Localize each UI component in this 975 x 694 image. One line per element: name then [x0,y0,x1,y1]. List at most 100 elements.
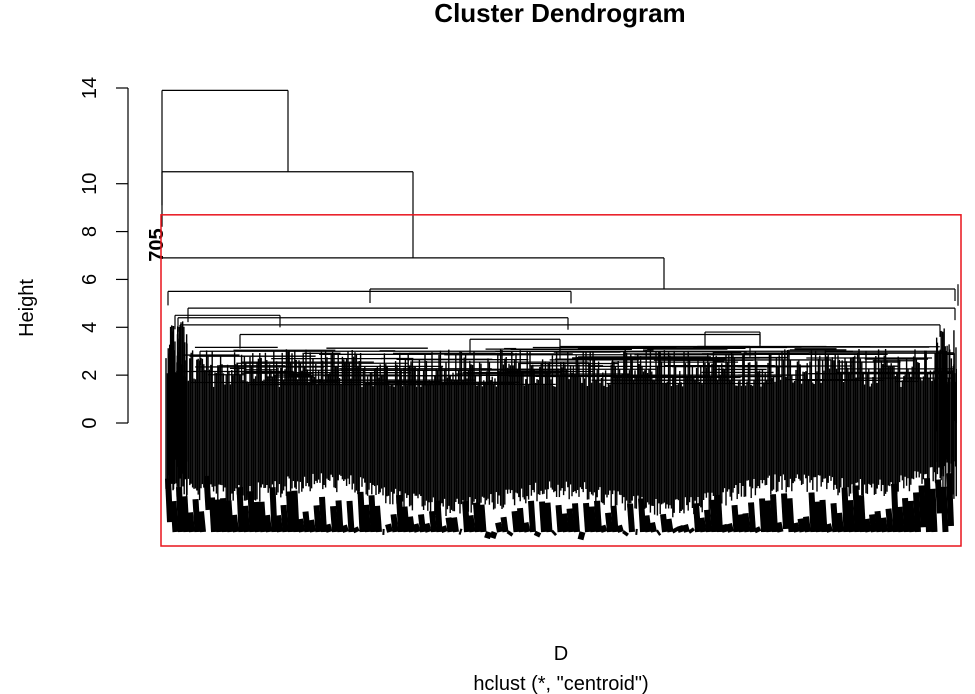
leaf-label-glyph [313,505,322,533]
leaf-label-glyph [324,523,333,533]
leaf-label-glyph [731,504,740,533]
leaf-label-glyph [599,524,608,533]
leaf-label-glyph [588,506,597,533]
leaf-label-glyph [412,523,421,533]
leaf-label-glyph [478,504,487,533]
leaf-labels [165,473,954,541]
leaf-label-glyph [660,513,668,533]
leaf-label-glyph [458,528,463,535]
leaf-label-glyph [863,518,872,533]
leaf-label-glyph [198,511,206,533]
leaf-label-glyph [682,524,690,533]
leaf-label-glyph [808,492,817,533]
leaf-label-glyph [297,518,305,533]
y-axis: 0 2 4 6 8 10 14 [79,77,129,429]
dendrogram-tree [161,89,959,518]
leaf-label-glyph [797,518,806,533]
leaf-label-glyph [440,525,448,533]
leaf-label-glyph [836,512,844,533]
leaf-label-glyph [819,499,828,533]
leaf-label-glyph [451,517,459,533]
leaf-label-glyph [242,505,250,533]
leaf-label-glyph [401,506,410,533]
leaf-label-glyph [885,508,894,533]
leaf-label-glyph [770,494,778,533]
leaf-label-glyph [225,500,234,533]
leaf-label-glyph [737,514,745,533]
leaf-label-glyph [869,514,877,533]
x-axis-label: D [554,643,568,665]
leaf-label-glyph [192,499,201,533]
leaf-label-glyph [473,502,481,533]
leaf-label-glyph [517,507,525,533]
leaf-label-glyph [814,501,822,533]
leaf-label-glyph [286,491,294,533]
leaf-label-glyph [924,478,932,533]
leaf-label-glyph [803,516,811,533]
y-tick-label: 10 [79,173,101,195]
leaf-label-glyph [352,526,360,534]
y-tick-label: 2 [79,370,101,381]
leaf-label-glyph [374,505,382,533]
leaf-label-glyph [792,522,800,533]
leaf-label-glyph [253,501,261,533]
leaf-label-glyph [946,473,954,527]
leaf-label-glyph [418,514,426,533]
leaf-label-glyph [528,500,536,533]
leaf-label-glyph [610,505,619,533]
leaf-label-glyph [484,531,492,540]
leaf-label-glyph [308,519,316,533]
leaf-label-glyph [319,496,327,533]
leaf-label-glyph [495,521,503,533]
leaf-label-glyph [655,529,662,536]
x-axis-sublabel: hclust (*, "centroid") [473,673,648,694]
leaf-label-glyph [269,487,278,533]
leaf-label-glyph [764,500,773,533]
leaf-label-glyph [929,488,938,533]
leaf-label-glyph [385,523,393,533]
leaf-label-glyph [688,527,695,534]
leaf-label-glyph [330,505,338,533]
leaf-label-glyph [539,501,547,533]
leaf-label-glyph [583,502,591,533]
leaf-label-glyph [742,513,751,533]
leaf-label-glyph [423,522,432,533]
leaf-label-glyph [786,498,795,533]
leaf-label-glyph [346,500,355,533]
leaf-label-705: 705 [146,228,168,261]
leaf-label-glyph [220,498,228,533]
leaf-label-glyph [489,531,498,540]
leaf-label-glyph [341,524,349,533]
leaf-label-glyph [357,491,366,533]
leaf-label-glyph [302,511,311,533]
leaf-label-glyph [506,530,514,537]
leaf-label-glyph [622,530,629,537]
leaf-label-glyph [165,478,173,523]
y-tick-label: 14 [79,77,101,99]
leaf-label-glyph [566,508,575,533]
leaf-label-glyph [214,499,223,533]
leaf-label-glyph [665,518,674,533]
leaf-label-glyph [561,513,569,533]
leaf-label-glyph [781,493,789,530]
leaf-label-glyph [511,510,520,533]
y-axis-label: Height [16,279,38,337]
leaf-label-glyph [176,487,184,533]
leaf-label-glyph [748,502,756,533]
leaf-label-glyph [594,500,602,533]
leaf-label-glyph [522,521,531,533]
leaf-label-glyph [605,512,613,533]
leaf-label-glyph [445,517,454,533]
leaf-label-glyph [203,475,212,511]
leaf-label-glyph [467,515,476,533]
leaf-label-glyph [390,513,399,533]
y-tick-label: 6 [79,274,101,285]
leaf-label-glyph [258,501,267,533]
leaf-label-glyph [236,487,245,533]
leaf-label-glyph [935,479,943,514]
leaf-label-glyph [462,500,470,533]
leaf-label-glyph [940,486,949,533]
leaf-label-glyph [396,494,404,533]
cluster-highlight-rect [160,214,962,547]
